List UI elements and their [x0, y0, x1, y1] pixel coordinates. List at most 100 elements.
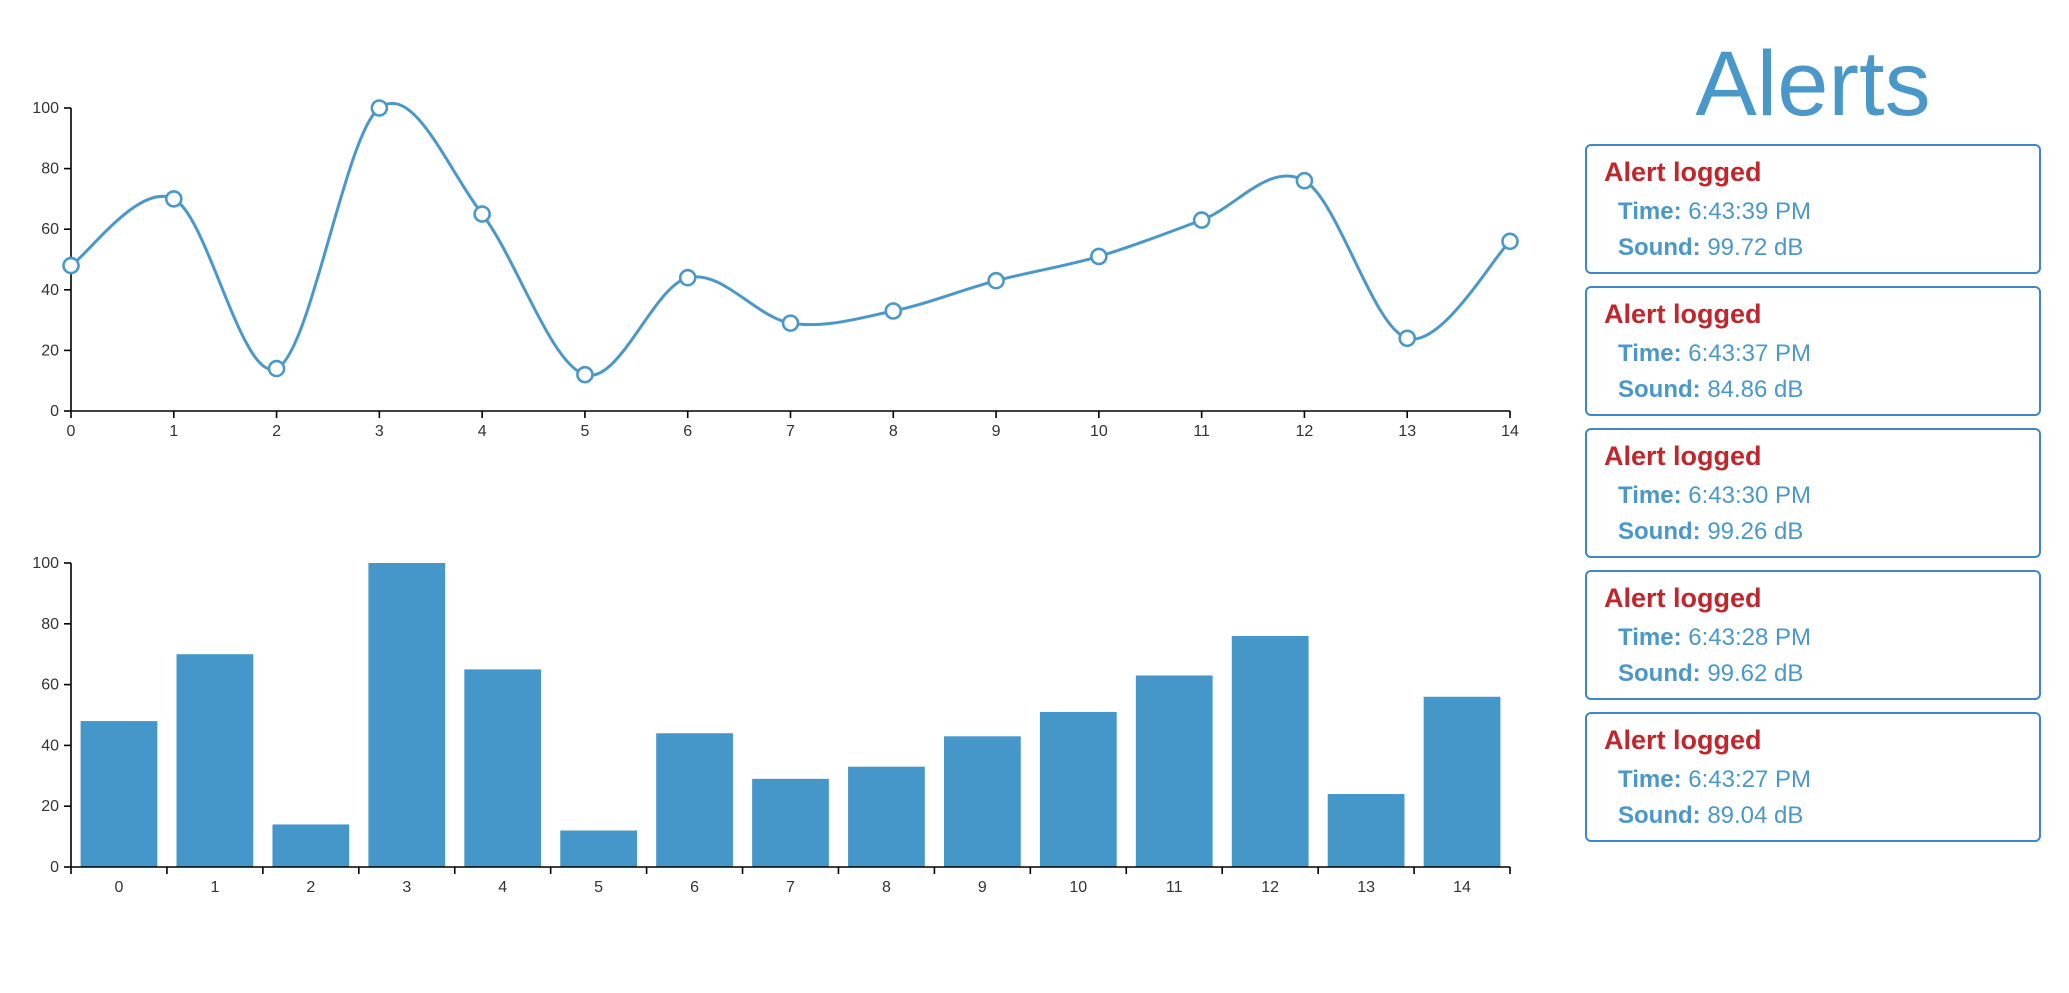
- line-point: [473, 205, 491, 223]
- line-chart-x-tick-label: 0: [67, 423, 76, 440]
- alert-heading: Alert logged: [1604, 441, 1762, 471]
- alert-card: Alert logged Time: 6:43:39 PM Sound: 99.…: [1585, 144, 2041, 274]
- bar: [176, 654, 254, 867]
- alert-sound-row: Sound: 99.62 dB: [1604, 656, 2023, 692]
- alert-heading: Alert logged: [1604, 583, 1762, 613]
- line-chart-x-tick-label: 4: [478, 423, 487, 440]
- alert-sound-row: Sound: 84.86 dB: [1604, 372, 2023, 408]
- line-chart-y-tick-label: 100: [32, 100, 59, 117]
- alert-time-label: Time:: [1618, 624, 1682, 651]
- bar: [1135, 675, 1213, 867]
- bar-chart-x-tick-label: 0: [115, 879, 124, 896]
- bar-chart-x-tick-label: 2: [306, 879, 315, 896]
- line-point: [1398, 329, 1417, 348]
- alert-time-row: Time: 6:43:28 PM: [1604, 620, 2023, 656]
- alert-sound-row: Sound: 89.04 dB: [1604, 798, 2023, 834]
- bar: [752, 778, 829, 867]
- alert-card: Alert logged Time: 6:43:27 PM Sound: 89.…: [1585, 712, 2041, 842]
- alert-time-value: 6:43:28 PM: [1688, 624, 1811, 651]
- line-chart-y-tick-label: 0: [50, 403, 59, 420]
- line-chart-x-tick-label: 6: [683, 423, 692, 440]
- alert-time-row: Time: 6:43:39 PM: [1604, 194, 2023, 230]
- alert-heading: Alert logged: [1604, 157, 1762, 187]
- alerts-panel: Alerts Alert logged Time: 6:43:39 PM Sou…: [1585, 30, 2041, 854]
- alert-time-value: 6:43:30 PM: [1688, 482, 1811, 509]
- bar-chart-y-tick-label: 0: [50, 859, 59, 876]
- line-point: [1192, 211, 1211, 229]
- bar: [464, 669, 542, 867]
- bar-chart-x-tick-label: 4: [498, 879, 507, 896]
- line-chart-x-tick-label: 14: [1501, 423, 1519, 440]
- alert-time-label: Time:: [1618, 340, 1682, 367]
- line-chart-x-tick-label: 9: [992, 423, 1001, 440]
- alert-sound-row: Sound: 99.72 dB: [1604, 230, 2023, 266]
- alert-time-label: Time:: [1618, 198, 1682, 225]
- line-point: [1501, 232, 1519, 251]
- line-point: [62, 256, 80, 275]
- alert-sound-value: 84.86 dB: [1707, 376, 1804, 403]
- bar-chart-x-tick-label: 6: [690, 879, 699, 896]
- bar: [1231, 635, 1309, 867]
- alert-time-value: 6:43:27 PM: [1688, 766, 1811, 793]
- bar-chart-x-tick-label: 8: [882, 879, 891, 896]
- line-chart-x-tick-label: 11: [1193, 423, 1210, 440]
- alert-sound-label: Sound:: [1618, 802, 1701, 829]
- line-point: [576, 365, 594, 384]
- line-chart-x-tick-label: 10: [1090, 423, 1108, 440]
- alert-time-label: Time:: [1618, 482, 1682, 509]
- line-chart-y-tick-label: 80: [41, 161, 59, 178]
- bar-chart-y-tick-label: 60: [41, 677, 59, 694]
- alert-sound-value: 89.04 dB: [1707, 802, 1804, 829]
- line-chart-x-tick-label: 8: [889, 423, 898, 440]
- bar-chart-y-tick-label: 40: [41, 737, 59, 754]
- bar: [943, 736, 1021, 867]
- alert-time-label: Time:: [1618, 766, 1682, 793]
- alert-heading: Alert logged: [1604, 725, 1762, 755]
- alert-sound-value: 99.72 dB: [1707, 234, 1804, 261]
- line-chart-x-tick-label: 2: [272, 423, 281, 440]
- alert-time-row: Time: 6:43:30 PM: [1604, 478, 2023, 514]
- alert-sound-label: Sound:: [1618, 234, 1701, 261]
- line-chart-y-tick-label: 20: [41, 342, 59, 359]
- bar-chart-x-tick-label: 3: [402, 879, 411, 896]
- alert-card: Alert logged Time: 6:43:30 PM Sound: 99.…: [1585, 428, 2041, 558]
- bar: [560, 830, 638, 867]
- bar-chart-x-tick-label: 12: [1261, 879, 1279, 896]
- line-point: [678, 268, 697, 287]
- bar-chart-x-tick-label: 7: [786, 879, 795, 896]
- alert-heading: Alert logged: [1604, 299, 1762, 329]
- bar-chart-x-tick-label: 5: [594, 879, 603, 896]
- line-point: [370, 99, 389, 117]
- line-point: [781, 314, 800, 332]
- alert-card: Alert logged Time: 6:43:37 PM Sound: 84.…: [1585, 286, 2041, 416]
- alert-card: Alert logged Time: 6:43:28 PM Sound: 99.…: [1585, 570, 2041, 700]
- alert-time-value: 6:43:37 PM: [1688, 340, 1811, 367]
- line-chart-x-tick-label: 1: [169, 423, 178, 440]
- bar-chart-x-tick-label: 1: [210, 879, 219, 896]
- line-chart-y-tick-label: 60: [41, 221, 59, 238]
- bar: [368, 563, 446, 867]
- line-point: [987, 271, 1005, 290]
- bar-chart-y-tick-label: 100: [32, 555, 59, 572]
- line-point: [1090, 247, 1108, 266]
- alert-sound-value: 99.26 dB: [1707, 518, 1804, 545]
- line-series: [70, 101, 1512, 377]
- alert-time-row: Time: 6:43:37 PM: [1604, 336, 2023, 372]
- bar-chart-x-tick-label: 11: [1166, 879, 1183, 896]
- bar: [1423, 696, 1501, 867]
- line-chart-y-tick-label: 40: [41, 282, 59, 299]
- line-chart-x-tick-label: 5: [580, 423, 589, 440]
- line-chart-x-tick-label: 13: [1398, 423, 1416, 440]
- bar-chart-x-tick-label: 13: [1357, 879, 1375, 896]
- bar: [656, 733, 733, 867]
- bar-chart-x-tick-label: 10: [1069, 879, 1087, 896]
- line-point: [164, 190, 183, 208]
- alerts-title: Alerts: [1695, 33, 1931, 135]
- bar: [1327, 794, 1405, 867]
- bar: [272, 824, 350, 867]
- alert-time-row: Time: 6:43:27 PM: [1604, 762, 2023, 798]
- alert-time-value: 6:43:39 PM: [1688, 198, 1811, 225]
